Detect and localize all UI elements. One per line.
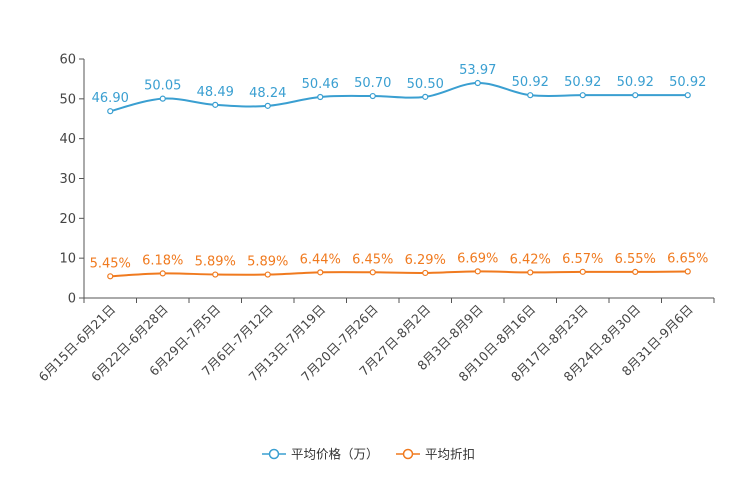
y-tick-label: 0 [68, 292, 76, 307]
data-label: 6.69% [457, 251, 498, 266]
data-label: 5.89% [247, 255, 288, 270]
data-label: 6.42% [510, 252, 551, 267]
data-point[interactable] [632, 268, 639, 276]
legend-label: 平均折扣 [425, 447, 475, 462]
data-point[interactable] [264, 102, 271, 109]
series-2: 5.45% 6.18% 5.89% 5.89% 6.44% 6.45% 6.29% 6.69%… [90, 251, 708, 280]
y-tick-label: 30 [59, 172, 76, 187]
data-label: 5.89% [195, 255, 236, 270]
data-point[interactable] [579, 268, 586, 275]
data-point[interactable] [317, 93, 324, 101]
data-label: 50.92 [617, 75, 654, 90]
data-point[interactable] [159, 95, 166, 102]
legend-label: 平均价格（万） [291, 447, 379, 462]
data-label: 50.05 [144, 79, 181, 94]
y-tick-label: 50 [59, 92, 76, 107]
data-point[interactable] [527, 92, 534, 99]
legend-marker-icon [402, 448, 414, 460]
data-label: 6.29% [405, 253, 446, 268]
y-tick-label: 60 [59, 53, 76, 68]
data-label: 6.55% [615, 252, 656, 267]
series-layer: 46.90 50.05 48.49 48.24 50.46 50.70 50.50 53.97… [90, 63, 708, 280]
y-tick-label: 10 [59, 252, 76, 267]
data-label: 48.49 [197, 85, 234, 100]
data-label: 6.57% [562, 252, 603, 267]
y-tick-label: 20 [59, 212, 76, 227]
series-line [110, 270, 688, 278]
data-label: 6.18% [142, 253, 183, 268]
y-tick-label: 40 [59, 132, 76, 147]
data-label: 53.97 [459, 63, 496, 78]
data-point[interactable] [684, 92, 691, 99]
legend-item-2[interactable]: 平均折扣 [396, 447, 475, 462]
legend-marker-icon [268, 448, 280, 460]
data-label: 48.24 [249, 86, 286, 101]
data-point[interactable] [474, 79, 481, 87]
data-point[interactable] [527, 269, 534, 276]
data-point[interactable] [369, 92, 376, 100]
data-point[interactable] [369, 269, 376, 276]
data-label: 50.92 [564, 75, 601, 90]
y-axis: 0 10 20 30 40 50 60 [59, 53, 85, 307]
data-point[interactable] [212, 101, 219, 108]
data-label: 6.65% [667, 252, 708, 267]
data-point[interactable] [474, 268, 481, 275]
data-label: 5.45% [90, 256, 131, 271]
data-label: 50.92 [669, 75, 706, 90]
data-point[interactable] [422, 269, 429, 277]
data-point[interactable] [264, 271, 271, 278]
data-label: 6.44% [300, 252, 341, 267]
data-point[interactable] [632, 92, 639, 99]
data-point[interactable] [684, 268, 691, 275]
data-label: 50.50 [407, 77, 444, 92]
series-1: 46.90 50.05 48.49 48.24 50.46 50.70 50.50 53.97… [92, 63, 706, 115]
data-point[interactable] [212, 271, 219, 278]
data-point[interactable] [579, 92, 586, 99]
x-axis: 6月15日-6月21日6月22日-6月28日6月29日-7月5日7月6日-7月1… [35, 297, 715, 384]
data-label: 50.92 [512, 75, 549, 90]
data-label: 6.45% [352, 252, 393, 267]
legend[interactable]: 平均价格（万） 平均折扣 [262, 447, 475, 462]
legend-item-1[interactable]: 平均价格（万） [262, 447, 379, 462]
data-point[interactable] [107, 273, 114, 280]
data-label: 46.90 [92, 91, 129, 106]
data-point[interactable] [159, 270, 166, 277]
data-point[interactable] [422, 93, 429, 100]
series-line [110, 82, 688, 113]
data-point[interactable] [107, 108, 114, 115]
data-label: 50.46 [302, 77, 339, 92]
data-label: 50.70 [354, 76, 391, 91]
data-point[interactable] [317, 269, 324, 276]
